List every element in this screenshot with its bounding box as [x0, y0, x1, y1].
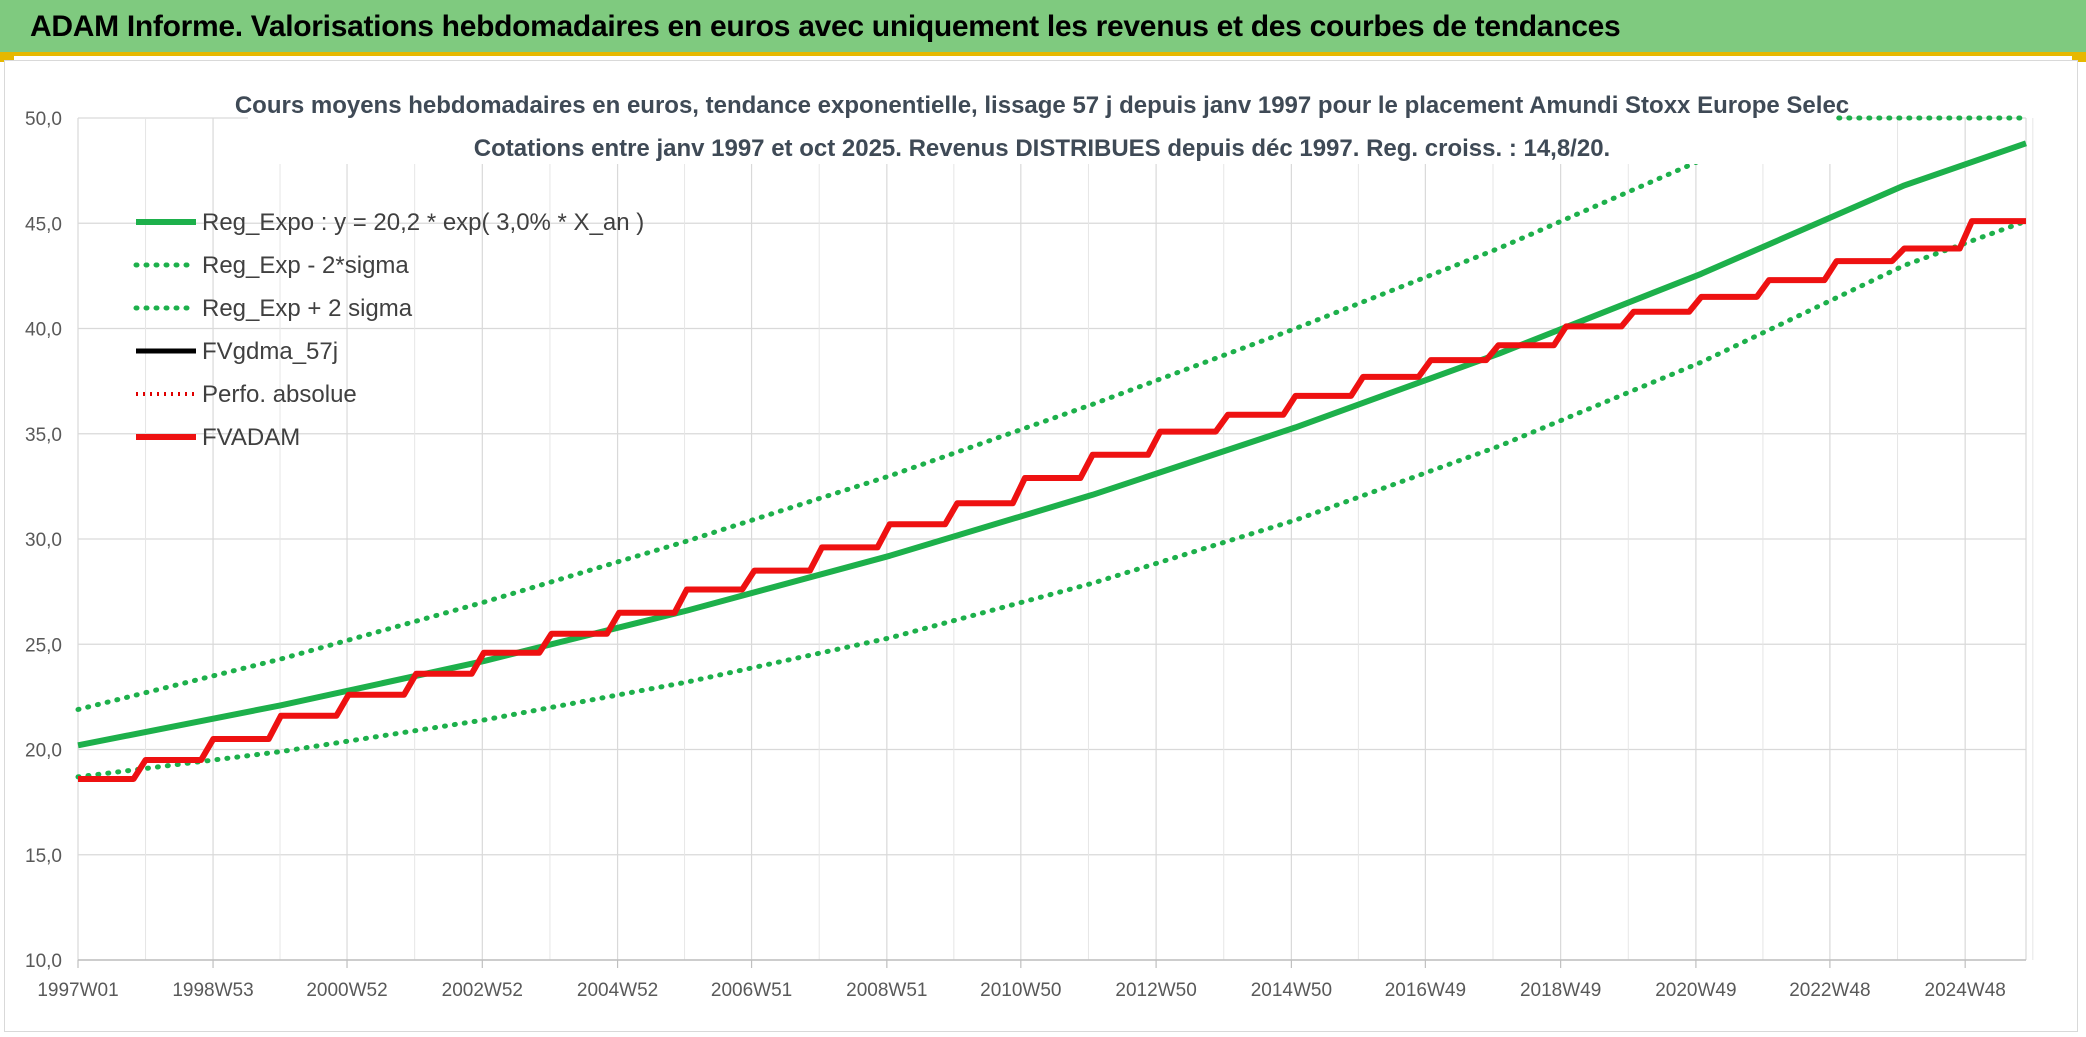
- x-tick-label: 2016W49: [1385, 980, 1466, 1001]
- axes: 10,0 15,0 20,0 25,0 30,0 35,0 40,0 45,0 50,0 1997…: [25, 109, 2026, 1001]
- x-tick-label: 1998W53: [172, 980, 253, 1001]
- x-tick-label: 2004W52: [577, 980, 658, 1001]
- legend: Reg_Expo : y = 20,2 * exp( 3,0% * X_an )…: [133, 209, 644, 451]
- corner-mark-right: [2072, 56, 2086, 62]
- legend-label: Reg_Exp - 2*sigma: [202, 252, 409, 279]
- x-tick-label: 2020W49: [1655, 980, 1736, 1001]
- x-tick-label: 2010W50: [980, 980, 1061, 1001]
- series-line: [75, 115, 2029, 712]
- y-tick-label: 10,0: [25, 951, 62, 972]
- grid: [77, 117, 2034, 961]
- chart-title-line1: Cours moyens hebdomadaires en euros, ten…: [235, 92, 1849, 119]
- legend-label: FVgdma_57j: [202, 338, 338, 365]
- y-tick-label: 40,0: [25, 320, 62, 341]
- y-tick-label: 45,0: [25, 214, 62, 235]
- legend-label: Reg_Expo : y = 20,2 * exp( 3,0% * X_an ): [202, 209, 644, 236]
- chart-frame: [4, 60, 2078, 1032]
- x-tick-label: 2012W50: [1115, 980, 1196, 1001]
- x-tick-label: 2006W51: [711, 980, 792, 1001]
- y-tick-label: 15,0: [25, 846, 62, 867]
- chart-title-line2: Cotations entre janv 1997 et oct 2025. R…: [474, 135, 1610, 162]
- report-banner: ADAM Informe. Valorisations hebdomadaire…: [0, 0, 2086, 56]
- legend-label: Reg_Exp + 2 sigma: [202, 295, 413, 322]
- x-tick-label: 2014W50: [1251, 980, 1332, 1001]
- x-tick-label: 2022W48: [1789, 980, 1870, 1001]
- x-tick-label: 2008W51: [846, 980, 927, 1001]
- x-tick-label: 2018W49: [1520, 980, 1601, 1001]
- x-tick-label: 2002W52: [442, 980, 523, 1001]
- y-tick-label: 35,0: [25, 425, 62, 446]
- x-tick-label: 2000W52: [306, 980, 387, 1001]
- x-tick-label: 1997W01: [37, 980, 118, 1001]
- report-title: ADAM Informe. Valorisations hebdomadaire…: [30, 10, 1621, 43]
- title-background: [248, 88, 1836, 164]
- x-tick-label: 2024W48: [1925, 980, 2006, 1001]
- corner-mark-left: [0, 56, 14, 62]
- y-tick-label: 30,0: [25, 530, 62, 551]
- y-tick-label: 25,0: [25, 635, 62, 656]
- series-line: [75, 218, 2029, 780]
- y-tick-label: 20,0: [25, 741, 62, 762]
- legend-label: FVADAM: [202, 424, 300, 451]
- series-line: [78, 218, 2026, 782]
- y-tick-label: 50,0: [25, 109, 62, 130]
- legend-label: Perfo. absolue: [202, 381, 357, 408]
